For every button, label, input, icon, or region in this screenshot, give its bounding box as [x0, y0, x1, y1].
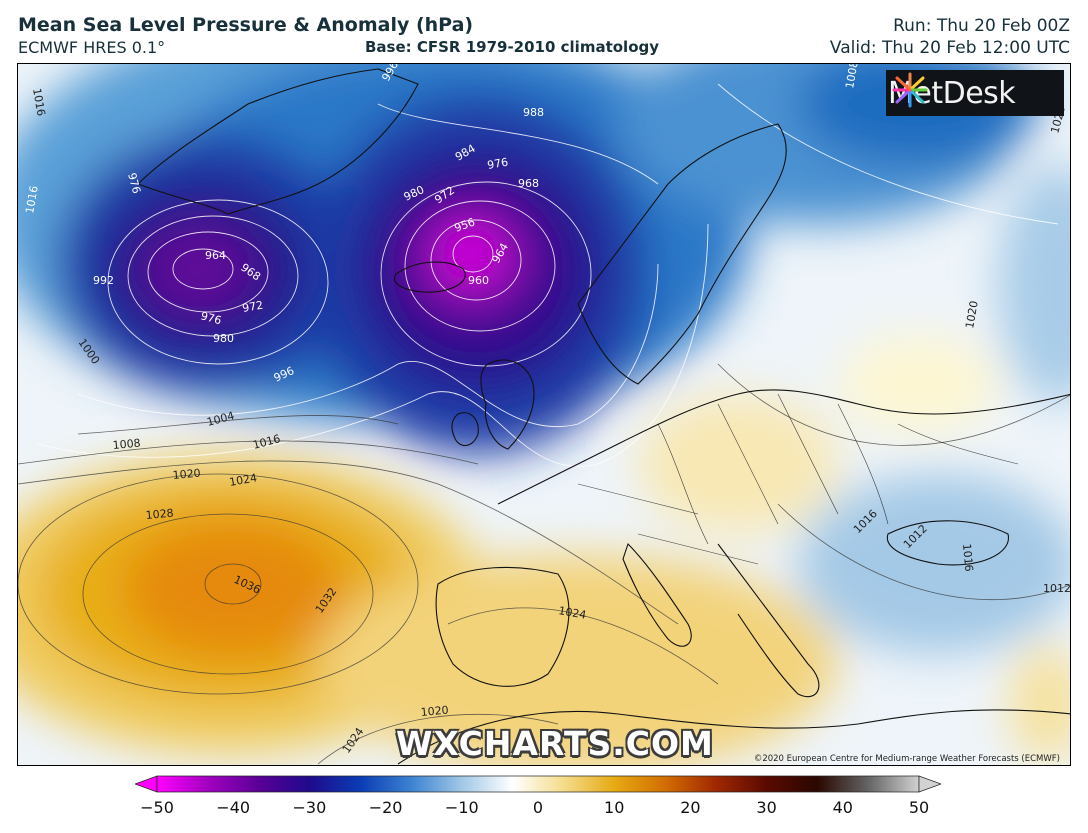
isobar-label: 1028 [145, 507, 174, 522]
colorbar-tick-label: −30 [292, 798, 327, 817]
metdesk-logo-mark-icon [892, 72, 928, 108]
valid-time: Valid: Thu 20 Feb 12:00 UTC [829, 38, 1070, 58]
model-name: ECMWF HRES 0.1° [18, 38, 166, 57]
isobar-label: 980 [213, 332, 234, 345]
isobar-label: 1008 [112, 437, 141, 452]
isobar-label: 1016 [960, 543, 975, 572]
anomaly-colorbar [135, 775, 941, 793]
coastlines [137, 68, 1070, 765]
isobar-label: 1016 [23, 185, 41, 215]
isobar-label: 976 [486, 156, 509, 172]
copyright-notice: ©2020 European Centre for Medium-range W… [753, 754, 1060, 764]
colorbar-tick-label: 30 [756, 798, 777, 817]
colorbar-tick-label: −20 [368, 798, 403, 817]
run-time: Run: Thu 20 Feb 00Z [893, 16, 1070, 36]
isobar-label: 976 [199, 309, 223, 327]
colorbar-tick-label: 20 [680, 798, 701, 817]
chart-title: Mean Sea Level Pressure & Anomaly (hPa) [18, 14, 474, 36]
isobars-high [18, 363, 1070, 765]
wxcharts-watermark: WXCHARTS.COM [396, 724, 714, 763]
isobar-label: 1008 [843, 64, 861, 90]
colorbar-tick-label: −10 [444, 798, 479, 817]
colorbar-min-arrow [135, 775, 158, 793]
colorbar-tick-label: −40 [216, 798, 251, 817]
isobar-label: 1020 [172, 467, 201, 482]
colorbar-tick-label: 10 [604, 798, 625, 817]
isobar-label: 972 [241, 299, 264, 315]
isobar-label: 992 [93, 274, 114, 287]
colorbar-tick-label: 50 [908, 798, 930, 817]
isobar-label: 1012 [1043, 582, 1071, 595]
isobar-label: 968 [518, 177, 539, 190]
isobar-label: 1020 [963, 300, 981, 330]
colorbar-tick-label: −50 [140, 798, 174, 817]
metdesk-logo: MetDesk [886, 70, 1064, 116]
isobar-label: 976 [125, 171, 143, 195]
climatology-base: Base: CFSR 1979-2010 climatology [365, 38, 660, 56]
map-canvas: 1016101699297696496897297698010009961004… [18, 64, 1071, 765]
isobar-label: 1024 [228, 471, 258, 489]
colorbar-tick-label: 0 [532, 798, 544, 817]
pressure-anomaly-map: 1016 1016 992 976 964 968 972 976 980 1000 996 1004… [17, 63, 1071, 766]
colorbar-gradient [156, 775, 920, 793]
isobar-label: 1024 [557, 604, 587, 622]
country-borders [577, 393, 1019, 565]
isobar-label: 964 [205, 249, 226, 262]
colorbar-max-arrow [918, 775, 941, 793]
isobar-label: 988 [523, 106, 544, 119]
colorbar-tick-label: 40 [832, 798, 853, 817]
isobar-label: 1020 [420, 704, 449, 719]
isobar-label: 1016 [30, 87, 48, 117]
isobar-label: 960 [468, 274, 489, 287]
